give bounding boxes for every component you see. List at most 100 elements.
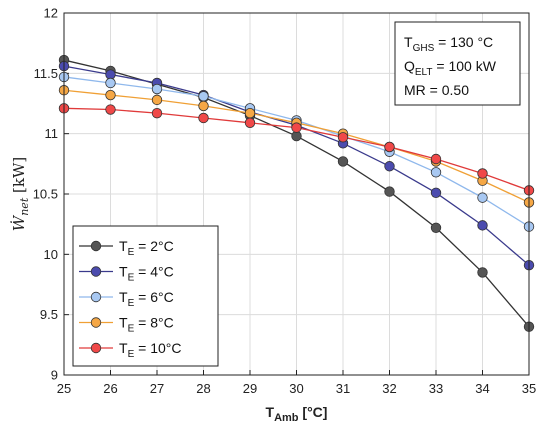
x-axis-title-unit: [°C] [299,404,328,420]
y-tick-label: 12 [44,6,58,21]
legend-label-sub: E [128,298,135,309]
data-point [244,117,256,129]
legend-label-sub: E [128,324,135,335]
legend-item: TE = 8°C [79,315,174,335]
legend-label-main: T [119,289,128,305]
data-point [477,220,488,231]
data-point [384,141,395,153]
y-tick-label: 9.5 [40,307,58,322]
x-axis-title: TAmb [°C] [266,404,328,424]
legend-swatch-marker [90,240,102,252]
x-tick-label: 35 [522,381,536,396]
legend-item: TE = 4°C [79,264,174,284]
annotation-3-main: MR = 0.50 [404,82,469,98]
legend-swatch-marker [90,266,102,277]
annotation-box: TGHS = 130 °C QELT = 100 kW MR = 0.50 [394,21,521,106]
legend-label-sub: E [128,273,135,284]
annotation-line-1: TGHS = 130 °C [404,34,493,54]
legend-label: TE = 6°C [119,289,174,309]
x-tick-label: 26 [103,381,117,396]
plot-frame [63,12,530,376]
y-tick-label: 10.5 [33,187,58,202]
x-tick-label: 30 [289,381,303,396]
data-point [291,122,302,133]
legend-label-sub: E [128,247,135,258]
x-axis-title-sub: Amb [274,412,299,424]
annotation-1-rest: = 130 °C [434,34,493,50]
x-tick-label: 33 [429,381,443,396]
data-point [151,94,163,106]
x-tick-label: 31 [336,381,350,396]
x-axis-title-main: T [266,404,275,420]
y-axis-title-unit: [kW] [10,157,28,198]
data-point [105,89,116,101]
legend-label-rest: = 8°C [134,315,173,331]
y-tick-label: 10 [44,247,58,262]
annotation-frame [394,21,521,106]
annotation-line-3: MR = 0.50 [404,82,469,98]
x-tick-label: 32 [382,381,396,396]
axis-ticks: 25 26 27 28 29 30 31 32 33 34 35 9 9.5 10 10.5 11 11.5 12 [33,6,537,397]
data-point [198,112,209,124]
legend-item: TE = 6°C [79,289,174,309]
data-point [105,104,116,115]
legend-item: TE = 2°C [79,238,174,258]
y-axis-title-sub: net [18,197,31,216]
legend-label: TE = 8°C [119,315,174,335]
annotation-line-2: QELT = 100 kW [404,58,497,78]
legend-label-main: T [119,238,128,254]
legend-label: TE = 4°C [119,264,174,284]
data-point [430,153,442,165]
annotation-1-sub: GHS [413,43,435,54]
annotation-2-sub: ELT [415,67,433,78]
annotation-1-main: T [404,34,413,50]
legend-label-main: T [119,340,128,356]
x-tick-label: 29 [243,381,257,396]
data-point [337,132,349,143]
data-point [105,77,116,89]
legend-label-rest: = 4°C [134,264,173,280]
legend-swatch-marker [90,291,102,303]
data-point [477,192,488,203]
legend-label-main: T [119,315,128,331]
legend-label-sub: E [128,349,135,360]
legend-label-main: T [119,264,128,280]
y-tick-label: 11 [45,126,59,141]
data-point [337,156,349,167]
legend-label: TE = 2°C [119,238,174,258]
data-point [430,187,442,198]
series-5 [58,103,535,196]
data-point [198,100,209,112]
legend: TE = 2°CTE = 4°CTE = 6°CTE = 8°CTE = 10°… [72,225,219,367]
legend-label: TE = 10°C [119,340,181,360]
data-series [58,54,535,332]
y-axis-title: Ẇnet [kW] [10,157,31,231]
data-point [244,107,256,119]
data-point [430,222,442,233]
y-tick-label: 11.5 [34,66,58,81]
x-tick-label: 27 [150,381,164,396]
legend-swatch-marker [90,342,102,354]
data-point [477,267,488,278]
data-point [151,83,163,95]
data-point [198,91,209,102]
legend-label-rest: = 2°C [134,238,173,254]
legend-label-rest: = 10°C [134,340,181,356]
data-point [430,167,442,178]
y-axis-title-symbol: Ẇ [10,214,28,231]
x-tick-label: 28 [196,381,210,396]
y-tick-label: 9 [51,368,58,383]
annotation-2-main: Q [404,58,415,74]
x-tick-label: 34 [475,381,489,396]
legend-item: TE = 10°C [79,340,181,360]
svg-text:Ẇnet [kW]: Ẇnet [kW] [10,157,31,231]
legend-label-rest: = 6°C [134,289,173,305]
legend-swatch-marker [90,317,102,328]
data-point [384,186,395,197]
data-point [477,168,488,179]
data-point [151,107,163,119]
data-point [384,161,395,172]
annotation-2-rest: = 100 kW [433,58,497,74]
x-tick-label: 25 [57,381,71,396]
